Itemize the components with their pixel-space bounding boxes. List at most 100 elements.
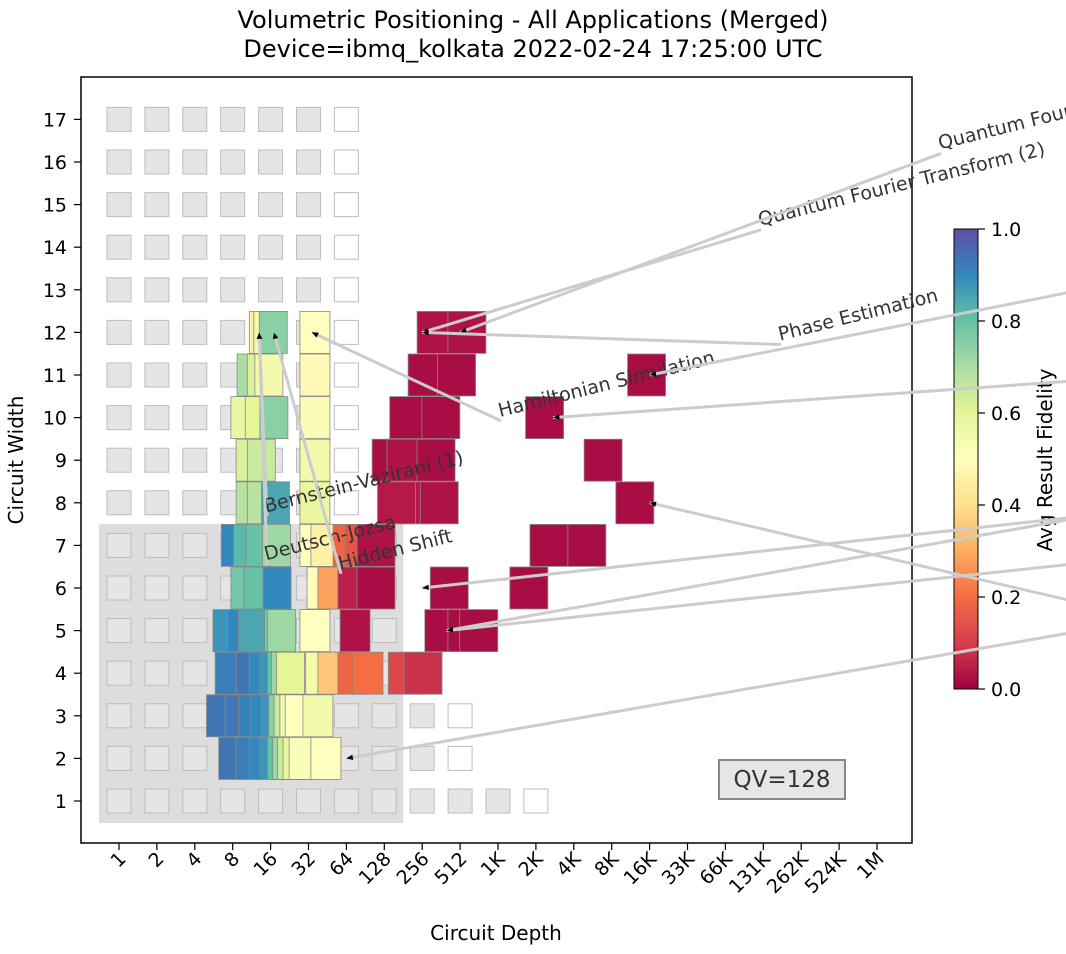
grid-square — [182, 106, 208, 132]
annotation-label: Quantum Fourier Transform (2) — [756, 138, 1047, 231]
grid-square — [106, 234, 132, 260]
x-tick-label: 4 — [182, 848, 206, 872]
data-cell — [299, 353, 331, 397]
grid-square — [182, 745, 208, 771]
grid-square — [220, 788, 246, 814]
data-cell — [246, 438, 276, 482]
y-axis-label: Circuit Width — [4, 396, 28, 525]
grid-square — [333, 703, 359, 729]
colorbar-tick-label: 0.4 — [991, 495, 1021, 517]
data-cell — [258, 310, 288, 354]
grid-square — [258, 788, 284, 814]
grid-square — [333, 405, 359, 431]
annotation-arrow — [552, 380, 1066, 420]
y-tick-label: 5 — [55, 621, 67, 643]
annotation-arrowhead — [256, 332, 263, 339]
annotation-arrowhead — [649, 501, 657, 507]
grid-square — [220, 192, 246, 218]
annotation-arrowhead — [422, 584, 429, 591]
data-cell — [267, 609, 296, 652]
data-cell — [299, 396, 331, 440]
data-cell — [615, 481, 655, 525]
grid-square — [144, 618, 170, 644]
grid-square — [182, 319, 208, 345]
data-cell — [459, 609, 499, 652]
grid-square — [182, 234, 208, 260]
grid-square — [182, 490, 208, 516]
grid-square — [106, 532, 132, 558]
annotation-arrowhead — [422, 329, 429, 336]
y-tick-label: 9 — [55, 450, 67, 472]
data-cell — [262, 566, 292, 610]
grid-square — [220, 319, 246, 345]
grid-square — [333, 277, 359, 303]
y-tick-label: 4 — [55, 663, 67, 685]
grid-square — [144, 192, 170, 218]
grid-square — [182, 575, 208, 601]
x-tick-label: 128 — [355, 848, 396, 889]
grid-square — [106, 106, 132, 132]
annotation-label: Quantum Fourier Transform (1) — [936, 62, 1066, 155]
grid-square — [333, 192, 359, 218]
grid-square — [182, 405, 208, 431]
grid-square — [182, 660, 208, 686]
data-cell — [627, 353, 666, 397]
grid-square — [106, 149, 132, 175]
annotation-arrow — [421, 228, 762, 334]
colorbar-tick-label: 0.6 — [991, 403, 1021, 425]
annotation-arrowhead — [460, 327, 468, 333]
grid-square — [296, 149, 321, 175]
grid-square — [333, 149, 359, 175]
grid-square — [333, 106, 359, 132]
data-cell — [389, 396, 429, 440]
grid-square — [220, 277, 246, 303]
data-cell — [339, 609, 371, 652]
x-tick-label: 1M — [853, 848, 889, 884]
qv-box: QV=128 — [718, 759, 846, 800]
annotation-arrow — [422, 330, 782, 346]
data-cell — [416, 438, 456, 482]
grid-square — [258, 277, 284, 303]
chart-title-line1: Volumetric Positioning - All Application… — [238, 6, 829, 34]
x-tick-label: 33K — [658, 848, 700, 890]
annotation-label: Phase Estimation — [776, 284, 940, 345]
grid-square — [144, 490, 170, 516]
grid-square — [523, 788, 549, 814]
chart-title-line2: Device=ibmq_kolkata 2022-02-24 17:25:00 … — [243, 35, 822, 63]
grid-square — [144, 703, 170, 729]
grid-square — [220, 106, 246, 132]
grid-square — [296, 234, 321, 260]
annotation-arrowhead — [446, 627, 454, 633]
grid-square — [106, 192, 132, 218]
grid-square — [485, 788, 511, 814]
colorbar-tick-label: 1.0 — [991, 219, 1021, 241]
grid-square — [258, 149, 284, 175]
annotation-arrowhead — [649, 371, 657, 377]
data-cell — [276, 651, 305, 695]
grid-square — [144, 447, 170, 473]
annotation-arrowhead — [553, 414, 560, 420]
data-cell — [310, 737, 342, 780]
colorbar-tick-label: 0.8 — [991, 311, 1021, 333]
data-cell — [567, 524, 607, 567]
grid-square — [182, 788, 208, 814]
y-tick-label: 6 — [55, 578, 67, 600]
grid-square — [106, 319, 132, 345]
grid-square — [371, 788, 397, 814]
data-cell — [509, 566, 549, 610]
x-tick-label: 16 — [249, 848, 282, 881]
grid-square — [409, 745, 435, 771]
y-tick-label: 8 — [55, 493, 67, 515]
grid-square — [182, 192, 208, 218]
annotation-arrow — [649, 501, 1066, 602]
grid-square — [447, 745, 473, 771]
grid-square — [409, 788, 435, 814]
grid-square — [144, 234, 170, 260]
data-cell — [419, 481, 459, 525]
annotation-label: Hamiltonian Simulation — [496, 347, 717, 422]
y-tick-label: 11 — [43, 365, 67, 387]
data-cell — [377, 481, 416, 525]
y-tick-label: 17 — [43, 109, 67, 131]
grid-square — [258, 106, 284, 132]
